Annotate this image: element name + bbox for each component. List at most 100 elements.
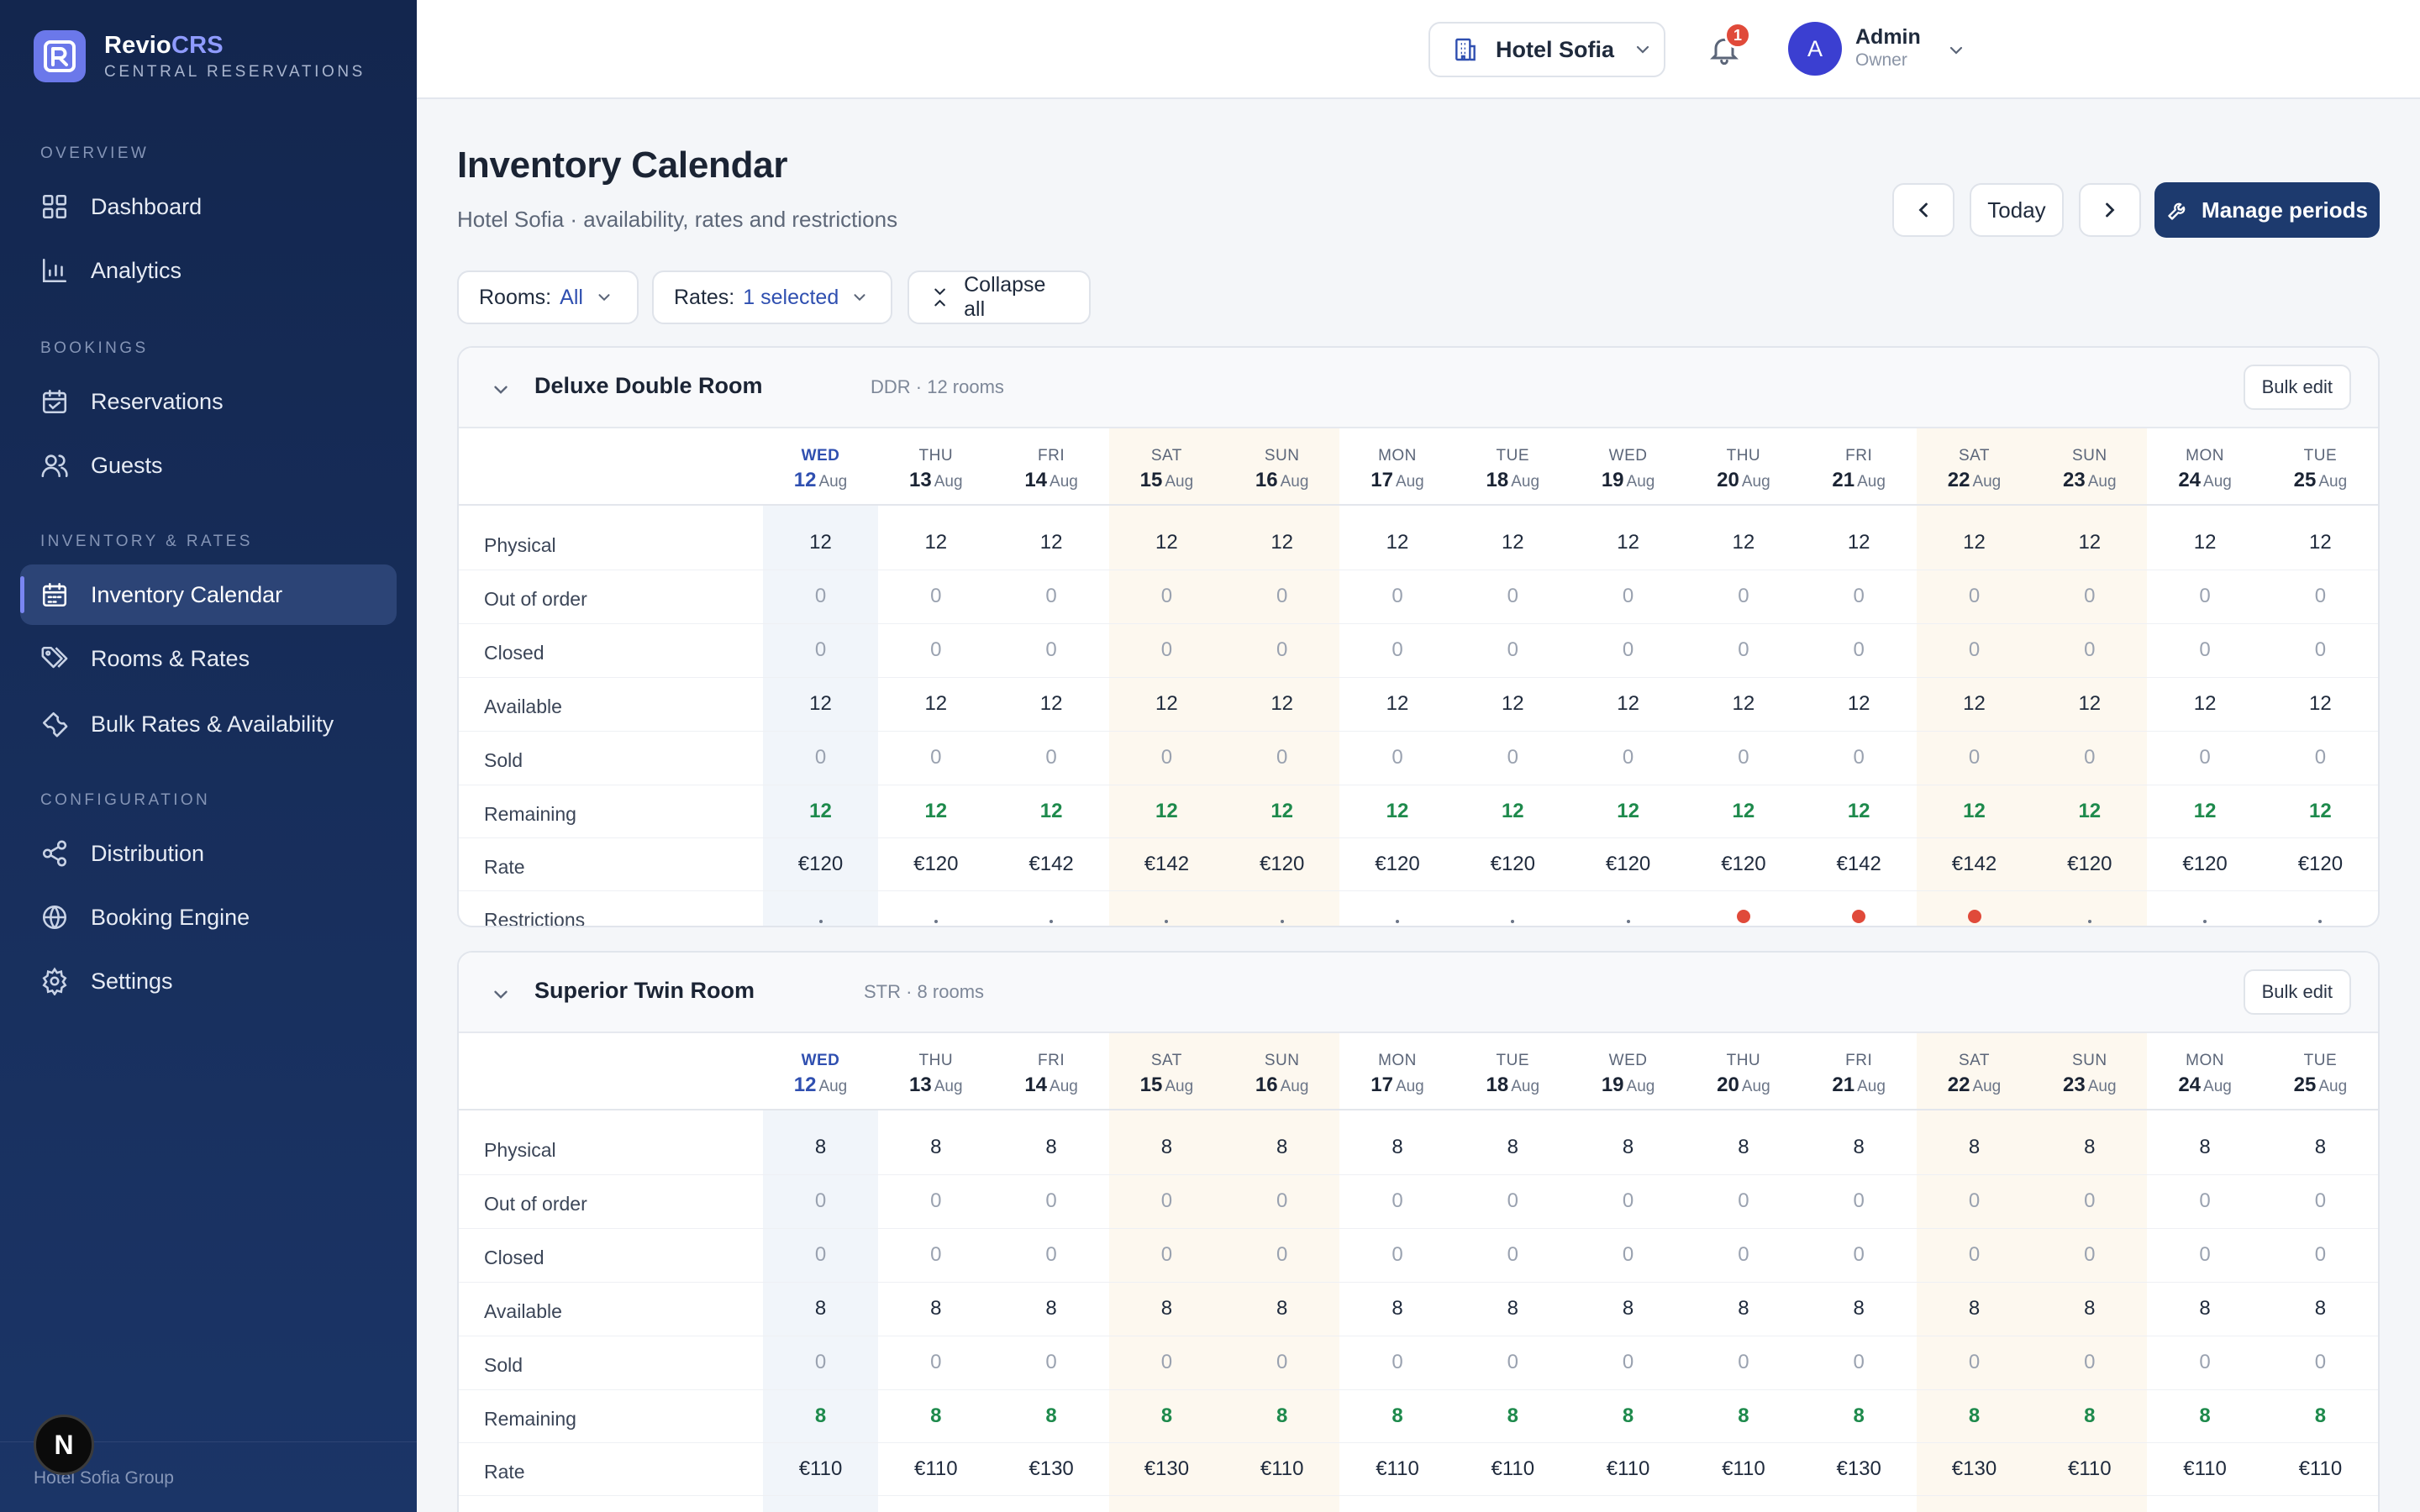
inventory-cell[interactable]: 0 — [930, 1243, 942, 1266]
inventory-cell[interactable] — [1917, 906, 2032, 926]
inventory-cell[interactable]: 12 — [924, 531, 948, 554]
inventory-cell[interactable]: 8 — [814, 1136, 827, 1158]
inventory-cell[interactable]: 0 — [930, 1189, 942, 1212]
inventory-cell[interactable] — [994, 906, 1109, 926]
inventory-cell[interactable]: 8 — [1968, 1297, 1981, 1320]
inventory-cell[interactable] — [763, 906, 878, 926]
inventory-cell[interactable]: €110 — [1491, 1457, 1535, 1480]
inventory-cell[interactable]: 0 — [1507, 585, 1518, 607]
sidebar-item-distribution[interactable]: Distribution — [20, 823, 397, 884]
inventory-cell[interactable]: 8 — [1853, 1297, 1865, 1320]
inventory-cell[interactable]: 0 — [2084, 1351, 2096, 1373]
inventory-cell[interactable]: €110 — [1376, 1457, 1419, 1480]
sidebar-item-booking-engine[interactable]: Booking Engine — [20, 887, 397, 948]
inventory-cell[interactable]: €130 — [1951, 1457, 1997, 1480]
inventory-cell[interactable]: €142 — [1951, 853, 1997, 875]
inventory-cell[interactable]: 0 — [814, 1243, 827, 1266]
inventory-cell[interactable]: 0 — [2199, 746, 2211, 769]
prev-period-button[interactable] — [1892, 183, 1954, 237]
inventory-cell[interactable]: 0 — [1160, 1351, 1173, 1373]
inventory-cell[interactable]: €130 — [1144, 1457, 1190, 1480]
inventory-cell[interactable]: 8 — [1507, 1404, 1518, 1427]
inventory-cell[interactable]: 0 — [1392, 1189, 1403, 1212]
inventory-cell[interactable]: 12 — [809, 692, 832, 715]
inventory-cell[interactable] — [2032, 906, 2147, 926]
inventory-cell[interactable]: 12 — [1963, 531, 1986, 554]
inventory-cell[interactable]: 0 — [2314, 1351, 2327, 1373]
inventory-cell[interactable]: 12 — [1963, 800, 1986, 822]
inventory-cell[interactable]: 12 — [1155, 800, 1178, 822]
inventory-cell[interactable]: €142 — [1028, 853, 1074, 875]
inventory-cell[interactable]: 0 — [1853, 1189, 1865, 1212]
rooms-filter[interactable]: Rooms: All — [457, 270, 639, 324]
inventory-cell[interactable]: €120 — [2297, 853, 2344, 875]
inventory-cell[interactable]: 12 — [1501, 692, 1524, 715]
inventory-cell[interactable]: 0 — [1853, 1243, 1865, 1266]
inventory-cell[interactable] — [1570, 906, 1686, 926]
inventory-cell[interactable]: 0 — [1045, 746, 1057, 769]
inventory-cell[interactable]: 0 — [814, 638, 827, 661]
inventory-cell[interactable]: €110 — [1260, 1457, 1304, 1480]
inventory-cell[interactable]: 0 — [1622, 1189, 1634, 1212]
inventory-cell[interactable]: 0 — [1968, 746, 1981, 769]
inventory-cell[interactable]: 0 — [1160, 746, 1173, 769]
inventory-cell[interactable]: 0 — [1738, 638, 1749, 661]
inventory-cell[interactable]: 8 — [1276, 1404, 1288, 1427]
inventory-cell[interactable]: 12 — [1155, 531, 1178, 554]
inventory-cell[interactable]: 0 — [814, 585, 827, 607]
inventory-cell[interactable]: €110 — [913, 1457, 958, 1480]
inventory-cell[interactable]: 0 — [1276, 585, 1288, 607]
inventory-cell[interactable]: €130 — [1836, 1457, 1881, 1480]
inventory-cell[interactable]: 8 — [1968, 1404, 1981, 1427]
next-period-button[interactable] — [2079, 183, 2141, 237]
inventory-cell[interactable]: 0 — [1968, 1351, 1981, 1373]
inventory-cell[interactable]: 12 — [1847, 692, 1870, 715]
collapse-toggle[interactable] — [484, 978, 518, 1011]
inventory-cell[interactable]: 0 — [2199, 585, 2211, 607]
inventory-cell[interactable]: €110 — [798, 1457, 843, 1480]
inventory-cell[interactable]: 8 — [1276, 1297, 1288, 1320]
inventory-cell[interactable]: 0 — [1507, 1243, 1518, 1266]
inventory-cell[interactable] — [878, 906, 993, 926]
sidebar-item-reservations[interactable]: Reservations — [20, 371, 397, 432]
inventory-cell[interactable]: 12 — [2309, 800, 2332, 822]
rates-filter[interactable]: Rates: 1 selected — [652, 270, 892, 324]
inventory-cell[interactable]: 12 — [2078, 692, 2102, 715]
inventory-cell[interactable]: 8 — [1392, 1404, 1403, 1427]
inventory-cell[interactable]: 8 — [1507, 1136, 1518, 1158]
inventory-cell[interactable]: 0 — [2084, 746, 2096, 769]
inventory-cell[interactable]: 0 — [1968, 1189, 1981, 1212]
inventory-cell[interactable]: 12 — [1617, 692, 1639, 715]
inventory-cell[interactable]: 8 — [930, 1404, 942, 1427]
inventory-cell[interactable]: 8 — [814, 1297, 827, 1320]
inventory-cell[interactable]: 0 — [1853, 1351, 1865, 1373]
inventory-cell[interactable]: €110 — [2067, 1457, 2112, 1480]
inventory-cell[interactable]: 0 — [2084, 638, 2096, 661]
inventory-cell[interactable]: 0 — [1392, 1351, 1403, 1373]
inventory-cell[interactable]: 0 — [1045, 638, 1057, 661]
inventory-cell[interactable]: 0 — [1738, 1351, 1749, 1373]
inventory-cell[interactable]: 0 — [1392, 1243, 1403, 1266]
user-name[interactable]: Admin — [1855, 25, 1921, 49]
inventory-cell[interactable]: 0 — [1276, 1243, 1288, 1266]
inventory-cell[interactable]: 0 — [814, 1189, 827, 1212]
inventory-cell[interactable]: €110 — [2183, 1457, 2227, 1480]
inventory-cell[interactable]: 0 — [1968, 638, 1981, 661]
inventory-cell[interactable]: 0 — [1045, 585, 1057, 607]
inventory-cell[interactable]: 8 — [930, 1136, 942, 1158]
inventory-cell[interactable] — [2148, 906, 2263, 926]
inventory-cell[interactable]: 12 — [1847, 800, 1870, 822]
inventory-cell[interactable]: 8 — [1392, 1136, 1403, 1158]
inventory-cell[interactable]: 8 — [2199, 1136, 2211, 1158]
inventory-cell[interactable]: 12 — [924, 692, 948, 715]
inventory-cell[interactable]: 0 — [1045, 1189, 1057, 1212]
inventory-cell[interactable]: 0 — [930, 1351, 942, 1373]
inventory-cell[interactable]: 12 — [1386, 800, 1409, 822]
inventory-cell[interactable]: 12 — [1617, 800, 1639, 822]
inventory-cell[interactable]: 0 — [1276, 746, 1288, 769]
brand[interactable]: RevioCRS CENTRAL RESERVATIONS — [34, 30, 366, 82]
inventory-cell[interactable]: 12 — [2309, 531, 2332, 554]
inventory-cell[interactable]: 0 — [1507, 1189, 1518, 1212]
bulk-edit-button[interactable]: Bulk edit — [2243, 365, 2351, 410]
inventory-cell[interactable]: 8 — [1968, 1136, 1981, 1158]
